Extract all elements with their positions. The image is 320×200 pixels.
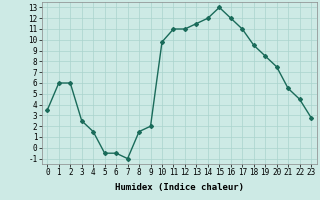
X-axis label: Humidex (Indice chaleur): Humidex (Indice chaleur) [115, 183, 244, 192]
